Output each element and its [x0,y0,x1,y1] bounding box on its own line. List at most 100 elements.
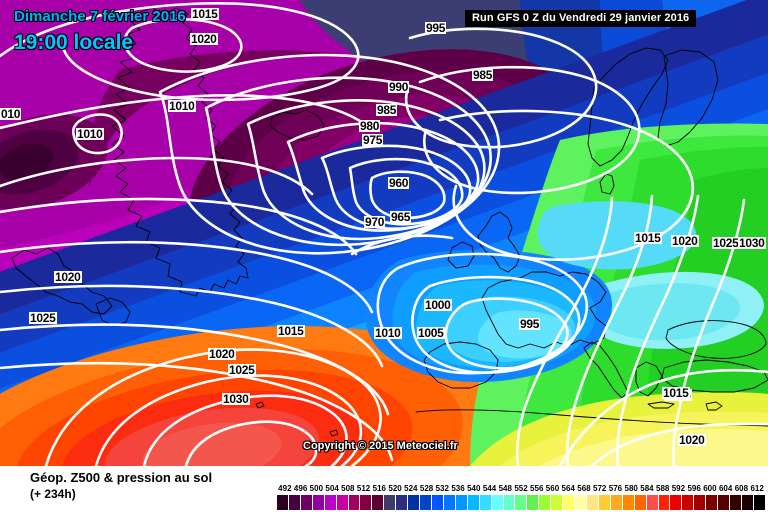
color-scale-tick-label: 576 [608,484,623,493]
color-scale-tick-label: 524 [404,484,418,493]
isobar-label: 975 [362,133,384,147]
color-scale-tick-label: 580 [624,484,638,493]
color-scale-swatch [551,495,564,510]
isobar-label: 985 [376,103,398,117]
color-scale-tick-label: 592 [671,484,686,493]
color-scale-tick-label: 612 [750,484,764,493]
isobar-label: 1030 [738,236,766,250]
isobar-label: 1010 [168,99,196,113]
color-scale-tick-label: 552 [514,484,528,493]
isobar-label: 1005 [417,326,445,340]
caption-line-1: Géop. Z500 & pression au sol [30,470,213,485]
color-scale-swatch [527,495,540,510]
color-scale-swatch [718,495,731,510]
isobar-label: 965 [390,210,412,224]
color-scale-swatch [372,495,385,510]
color-scale-tick-label: 584 [640,484,654,493]
color-scale-swatch [443,495,456,510]
color-scale-swatch [670,495,683,510]
color-scale-tick-label: 492 [278,484,292,493]
isobar-label: 1020 [190,32,218,46]
color-scale-tick-label: 520 [388,484,402,493]
color-scale-swatch [420,495,432,510]
weather-map[interactable]: 1015 1020 1010 010 1010 995 985 990 985 980 975 960… [0,0,768,466]
color-scale-swatch [730,495,742,510]
color-scale-swatch [491,495,504,510]
isobar-label: 1015 [634,231,662,245]
isobar-label: 1025 [712,236,740,250]
color-scale-swatch [312,495,325,510]
isobar-label: 1020 [208,347,236,361]
map-caption: Géop. Z500 & pression au sol (+ 234h) [30,470,212,502]
color-scale-swatch [598,495,611,510]
color-scale-swatch [503,495,516,510]
isobar-label: 995 [519,317,541,331]
isobar-label: 1030 [222,392,250,406]
color-scale-tick-label: 500 [309,484,324,493]
color-scale-swatch [694,495,707,510]
color-scale-swatch [467,495,480,510]
color-scale-tick-label: 604 [718,484,733,493]
color-scale-tick-label: 532 [435,484,449,493]
isobar-label: 1015 [191,7,219,21]
color-scale-swatch [622,495,635,510]
isobar-label: 1015 [277,324,305,338]
color-scale-swatch [384,495,397,510]
isobar-contours [0,2,768,466]
color-scale-swatch [741,495,754,510]
color-scale-tick-label: 588 [655,484,670,493]
isobar-label: 970 [364,215,386,229]
isobar-label: 1025 [29,311,57,325]
color-scale-swatch [646,495,659,510]
color-scale[interactable]: 492 496 500 504 508 512 516 520 524 528 532 536 540 5… [277,484,765,510]
color-scale-swatch [300,495,313,510]
isobar-label: 990 [388,80,410,94]
color-scale-swatch [277,495,289,510]
color-scale-tick-label: 504 [325,484,339,493]
color-scale-tick-label: 560 [545,484,560,493]
color-scale-swatch [336,495,349,510]
color-scale-tick-label: 536 [451,484,465,493]
color-scale-tick-label: 608 [734,484,749,493]
isobar-label: 1025 [228,363,256,377]
forecast-time-label: 19:00 locale [14,31,134,54]
color-scale-swatch [324,495,337,510]
color-scale-tick-label: 496 [293,484,308,493]
color-scale-swatch [348,495,361,510]
isobar-label: 1020 [678,433,706,447]
color-scale-swatch [563,495,576,510]
color-scale-swatch [479,495,492,510]
color-scale-swatch [706,495,719,510]
isobar-label: 1010 [374,326,402,340]
color-scale-tick-label: 512 [356,484,371,493]
isobar-label: 010 [0,107,22,121]
color-scale-swatch [539,495,552,510]
color-scale-swatch [360,495,373,510]
color-scale-swatch [658,495,671,510]
isobar-label: 980 [359,119,381,133]
isobar-label: 1015 [662,386,690,400]
color-scale-swatch [610,495,623,510]
color-scale-swatch [753,495,765,510]
color-scale-tick-label: 528 [419,484,434,493]
isobar-label: 1000 [424,298,452,312]
legend-bar: Géop. Z500 & pression au sol (+ 234h) 49… [0,466,768,512]
color-scale-tick-label: 600 [703,484,717,493]
isobar-label: 1020 [671,234,699,248]
caption-line-2: (+ 234h) [30,487,76,501]
color-scale-tick-label: 564 [561,484,575,493]
color-scale-swatch [431,495,444,510]
isobar-label: 1020 [54,270,82,284]
color-scale-tick-label: 508 [341,484,355,493]
color-scale-tick-label: 544 [482,484,497,493]
color-scale-tick-label: 548 [498,484,512,493]
color-scale-tick-label: 596 [687,484,701,493]
color-scale-swatch [408,495,421,510]
color-scale-tick-label: 540 [467,484,481,493]
copyright-label: Copyright © 2015 Meteociel.fr [303,440,458,452]
color-scale-icon[interactable] [277,495,765,510]
forecast-date-label: Dimanche 7 février 2016 [14,8,186,25]
color-scale-swatch [396,495,409,510]
color-scale-tick-label: 556 [530,484,544,493]
